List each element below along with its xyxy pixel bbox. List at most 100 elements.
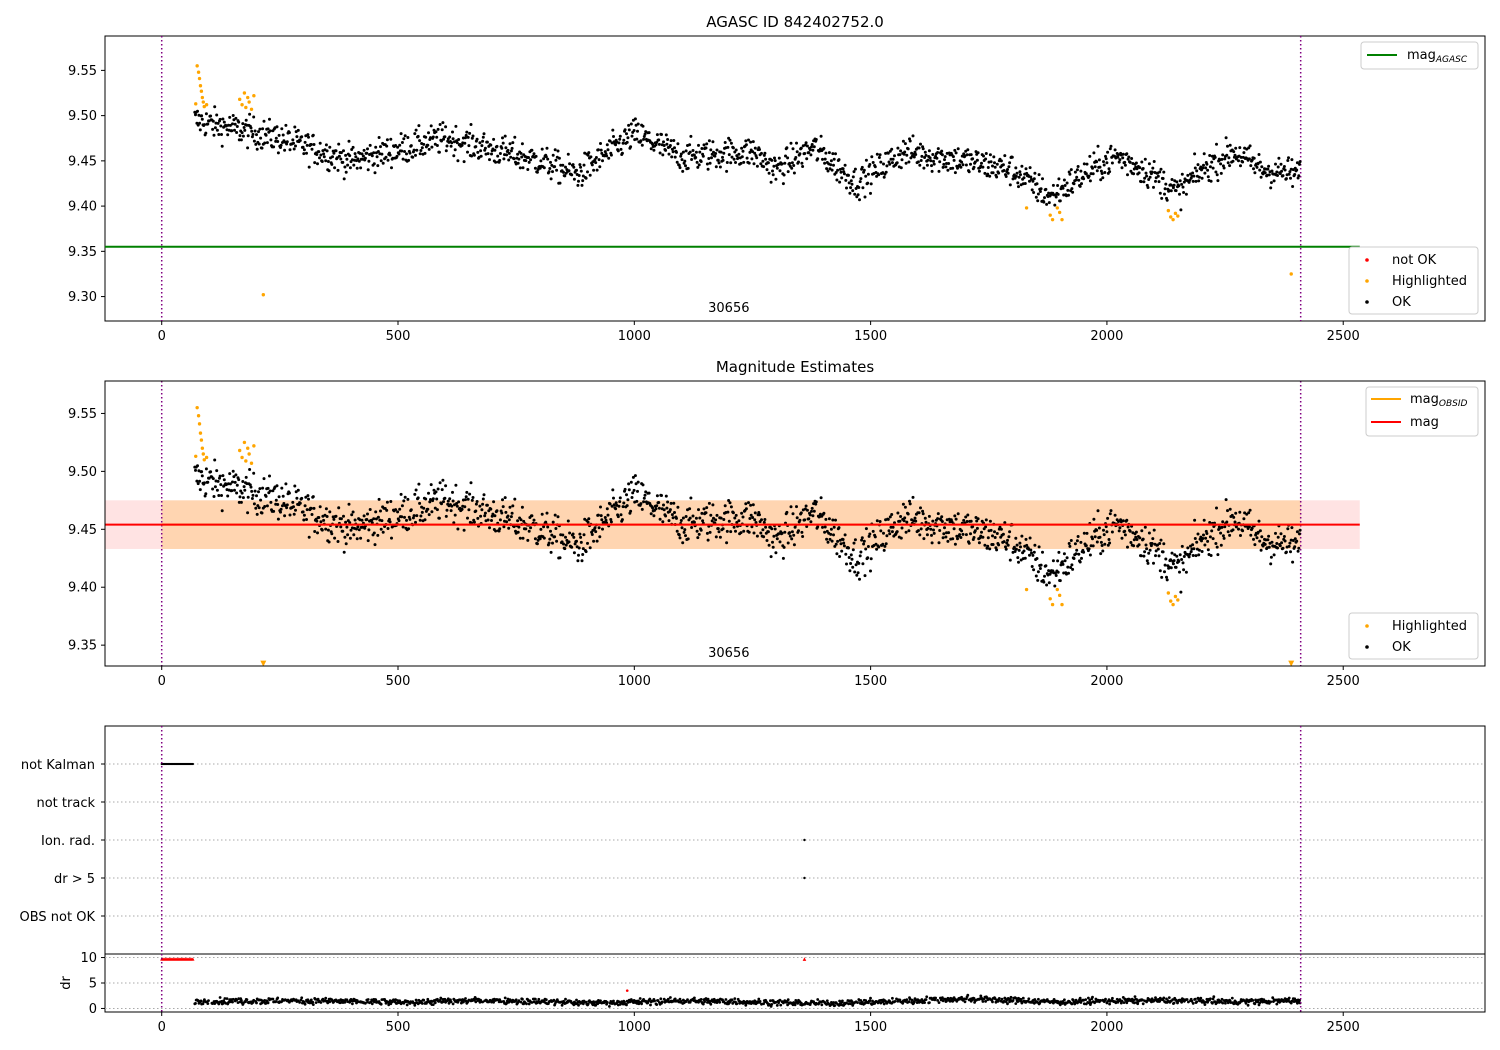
ok-point (936, 151, 940, 154)
ok-point (993, 530, 996, 534)
dr-point (621, 1002, 625, 1006)
dr-point (1209, 997, 1212, 1001)
ok-point (268, 117, 271, 121)
ok-point (848, 569, 852, 573)
ok-point (1219, 162, 1223, 166)
ok-point (885, 164, 889, 168)
ok-point (692, 153, 696, 157)
ok-point (877, 173, 881, 177)
ok-point (1141, 537, 1145, 541)
ok-point (1084, 544, 1088, 548)
ok-point (1018, 170, 1022, 174)
ok-point (483, 514, 487, 518)
ok-point (684, 534, 687, 538)
ok-point (782, 545, 786, 549)
x-tick-label: 1500 (854, 1020, 887, 1035)
ok-point (582, 163, 586, 167)
ok-point (467, 144, 471, 148)
dr-point (673, 997, 677, 1001)
ok-point (1125, 518, 1129, 522)
ok-point (753, 511, 757, 515)
ok-point (980, 161, 983, 165)
ok-point (607, 156, 611, 160)
ok-point (1023, 556, 1027, 560)
ok-point (1110, 161, 1114, 165)
ok-point (937, 541, 941, 545)
ok-point (469, 123, 473, 126)
ok-point (1022, 549, 1026, 553)
ok-point (1067, 542, 1071, 545)
ok-point (875, 547, 879, 551)
ok-point (1267, 534, 1271, 538)
ok-point (623, 128, 627, 132)
ok-point (795, 150, 799, 154)
ok-point (840, 176, 844, 180)
ok-point (298, 139, 302, 142)
ok-point (504, 510, 508, 514)
ok-point (689, 496, 693, 500)
ok-point (401, 525, 405, 529)
legend-label-highlighted: Highlighted (1392, 274, 1467, 289)
ok-point (715, 513, 719, 517)
ok-point (568, 162, 572, 166)
dr-point (709, 1002, 713, 1006)
ok-point (1068, 172, 1072, 176)
ok-point (398, 143, 402, 147)
dr-point (972, 997, 976, 1000)
ok-point (1065, 556, 1069, 560)
ok-point (516, 519, 520, 523)
ok-point (932, 162, 936, 166)
ok-point (1154, 554, 1157, 558)
ok-point (965, 153, 969, 157)
ok-point (1191, 179, 1195, 183)
ok-point (1194, 179, 1198, 183)
ok-point (1103, 171, 1107, 174)
ok-point (238, 134, 242, 138)
ok-point (318, 141, 322, 145)
flag-label-dr-gt-5: dr > 5 (54, 872, 95, 887)
ok-point (1061, 186, 1065, 190)
ok-point (1223, 157, 1227, 161)
ok-point (1263, 171, 1267, 175)
ok-point (710, 519, 714, 523)
highlighted-point (244, 105, 248, 110)
ok-point (1144, 543, 1148, 547)
highlighted-point (204, 455, 209, 460)
ok-point (641, 124, 645, 128)
dr-point (413, 1003, 417, 1007)
ok-point (849, 179, 853, 183)
ok-point (744, 139, 748, 143)
ok-point (1200, 539, 1203, 543)
dr-point (963, 1000, 967, 1004)
ok-point (244, 475, 248, 479)
ok-point (1165, 198, 1169, 202)
agasc-ok-points (193, 105, 1302, 212)
ok-point (771, 173, 775, 177)
ok-point (754, 521, 758, 524)
ok-point (1078, 560, 1082, 564)
estimates-x-ticks: 0 500 1000 1500 2000 2500 (158, 666, 1360, 689)
ok-point (228, 115, 232, 119)
ok-point (842, 172, 846, 176)
dr-point (594, 1003, 598, 1007)
dr-point (1122, 1001, 1126, 1004)
ok-point (824, 151, 828, 155)
ok-point (302, 148, 306, 152)
ok-point (797, 160, 800, 164)
ok-point (719, 150, 723, 154)
ok-point (389, 137, 393, 141)
ok-point (230, 129, 234, 133)
ok-point (729, 505, 733, 509)
ok-point (616, 149, 620, 153)
highlighted-point (1169, 599, 1173, 603)
dr-point (229, 998, 233, 1001)
ok-point (427, 491, 430, 495)
ok-point (268, 129, 272, 133)
ok-point (614, 143, 618, 147)
ok-point (327, 169, 331, 173)
estimates-vlines (160, 381, 1302, 666)
ok-point (1172, 559, 1176, 563)
ok-point (1197, 175, 1201, 179)
ok-point (1001, 163, 1005, 167)
dr-point (223, 997, 227, 1000)
